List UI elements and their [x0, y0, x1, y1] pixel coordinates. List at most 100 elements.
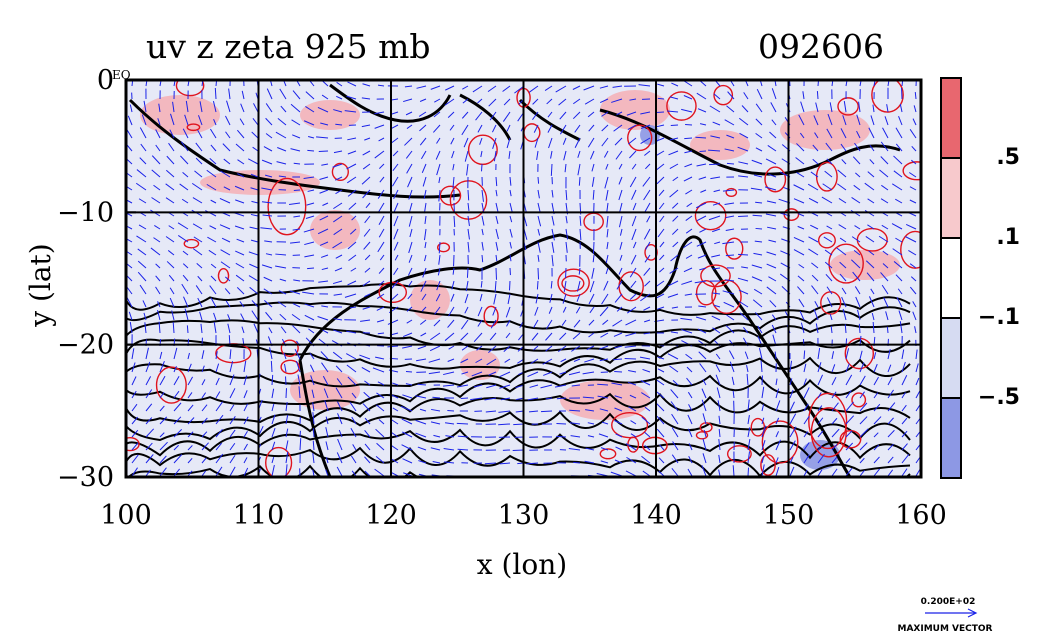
- vorticity-contour: [760, 454, 776, 476]
- wind-vector: [408, 241, 413, 254]
- wind-vector: [131, 348, 135, 360]
- wind-vector: [831, 376, 837, 386]
- wind-vector: [852, 271, 861, 282]
- wind-vector: [562, 137, 567, 145]
- wind-vector: [803, 350, 806, 360]
- wind-vector: [558, 98, 567, 106]
- wind-vector: [402, 458, 413, 464]
- wind-vector: [892, 183, 903, 191]
- wind-vector: [601, 137, 609, 147]
- vorticity-contour: [694, 200, 727, 231]
- wind-vector: [278, 175, 287, 178]
- wind-vector: [250, 213, 259, 217]
- wind-vector: [447, 319, 455, 328]
- wind-vector: [672, 379, 679, 386]
- wind-vector: [285, 414, 289, 425]
- wind-vector: [684, 137, 693, 140]
- wind-vector: [599, 408, 609, 412]
- wind-vector: [789, 360, 793, 373]
- wind-vector: [565, 189, 568, 201]
- wind-vector: [625, 332, 637, 337]
- wind-vector: [670, 331, 679, 334]
- wind-vector: [726, 105, 735, 113]
- wind-vector: [143, 312, 147, 321]
- wind-vector: [738, 161, 749, 165]
- wind-vector: [532, 111, 539, 121]
- wind-vector: [578, 176, 581, 186]
- wind-vector: [753, 288, 763, 295]
- wind-vector: [895, 143, 903, 152]
- wind-vector: [671, 82, 679, 87]
- wind-vector: [481, 215, 485, 226]
- wind-vector: [667, 353, 679, 360]
- wind-vector: [873, 352, 877, 360]
- wind-vector: [250, 173, 259, 178]
- wind-vector: [487, 85, 497, 93]
- wind-vector: [509, 254, 512, 262]
- wind-vector: [914, 326, 917, 334]
- wind-vector: [435, 293, 441, 302]
- wind-vector: [908, 250, 917, 256]
- wind-vector: [138, 224, 147, 230]
- wind-vector: [873, 376, 879, 386]
- vorticity-patch: [410, 280, 450, 320]
- wind-vector: [845, 390, 852, 399]
- wind-vector: [725, 325, 735, 334]
- wind-vector: [467, 241, 470, 253]
- wind-vector: [408, 189, 413, 200]
- wind-vector: [265, 103, 273, 113]
- wind-vector: [464, 306, 469, 314]
- wind-vector: [528, 410, 539, 413]
- wind-vector: [309, 364, 315, 373]
- wind-vector: [159, 416, 168, 425]
- wind-vector: [589, 306, 595, 314]
- vorticity-contour: [725, 237, 744, 260]
- wind-vector: [831, 456, 838, 464]
- wind-vector: [867, 171, 875, 178]
- wind-vector: [672, 241, 679, 248]
- wind-vector: [393, 241, 399, 251]
- wind-vector: [485, 410, 497, 413]
- wind-vector: [131, 429, 139, 438]
- vorticity-contour: [902, 161, 921, 181]
- x-tick-label: 140: [630, 500, 682, 531]
- wind-vector: [489, 111, 497, 121]
- wind-vector: [826, 158, 833, 165]
- wind-vector: [771, 324, 777, 334]
- wind-vector: [145, 403, 153, 412]
- wind-vector: [377, 332, 385, 335]
- wind-vector: [725, 254, 735, 257]
- wind-vector: [882, 250, 889, 256]
- wind-vector: [263, 288, 273, 295]
- wind-vector: [310, 375, 315, 386]
- wind-vector: [166, 261, 175, 269]
- wind-vector: [126, 212, 133, 217]
- wind-vector: [292, 303, 301, 308]
- wind-vector: [155, 275, 161, 282]
- wind-vector: [297, 374, 301, 386]
- wind-vector: [798, 114, 805, 126]
- wind-vector: [726, 162, 735, 165]
- wind-vector: [598, 433, 609, 438]
- wind-vector: [812, 158, 819, 165]
- wind-vector: [453, 215, 456, 228]
- wind-vector: [901, 430, 908, 438]
- wind-vector: [336, 81, 343, 87]
- wind-vector: [229, 361, 234, 373]
- colorbar-segment: [941, 318, 961, 398]
- wind-vector: [432, 396, 441, 399]
- wind-vector: [729, 361, 735, 373]
- wind-vector: [444, 98, 455, 106]
- wind-vector: [644, 280, 651, 287]
- wind-vector: [845, 467, 853, 477]
- coastline-borneo: [329, 83, 452, 123]
- wind-vector: [138, 198, 147, 204]
- wind-vector: [271, 441, 276, 451]
- wind-vector: [657, 306, 665, 310]
- wind-vector: [549, 293, 553, 303]
- wind-vector: [243, 390, 248, 399]
- wind-vector: [625, 443, 637, 451]
- wind-vector: [261, 264, 273, 269]
- colorbar-label: −.1: [978, 305, 1020, 330]
- wind-vector: [210, 144, 217, 152]
